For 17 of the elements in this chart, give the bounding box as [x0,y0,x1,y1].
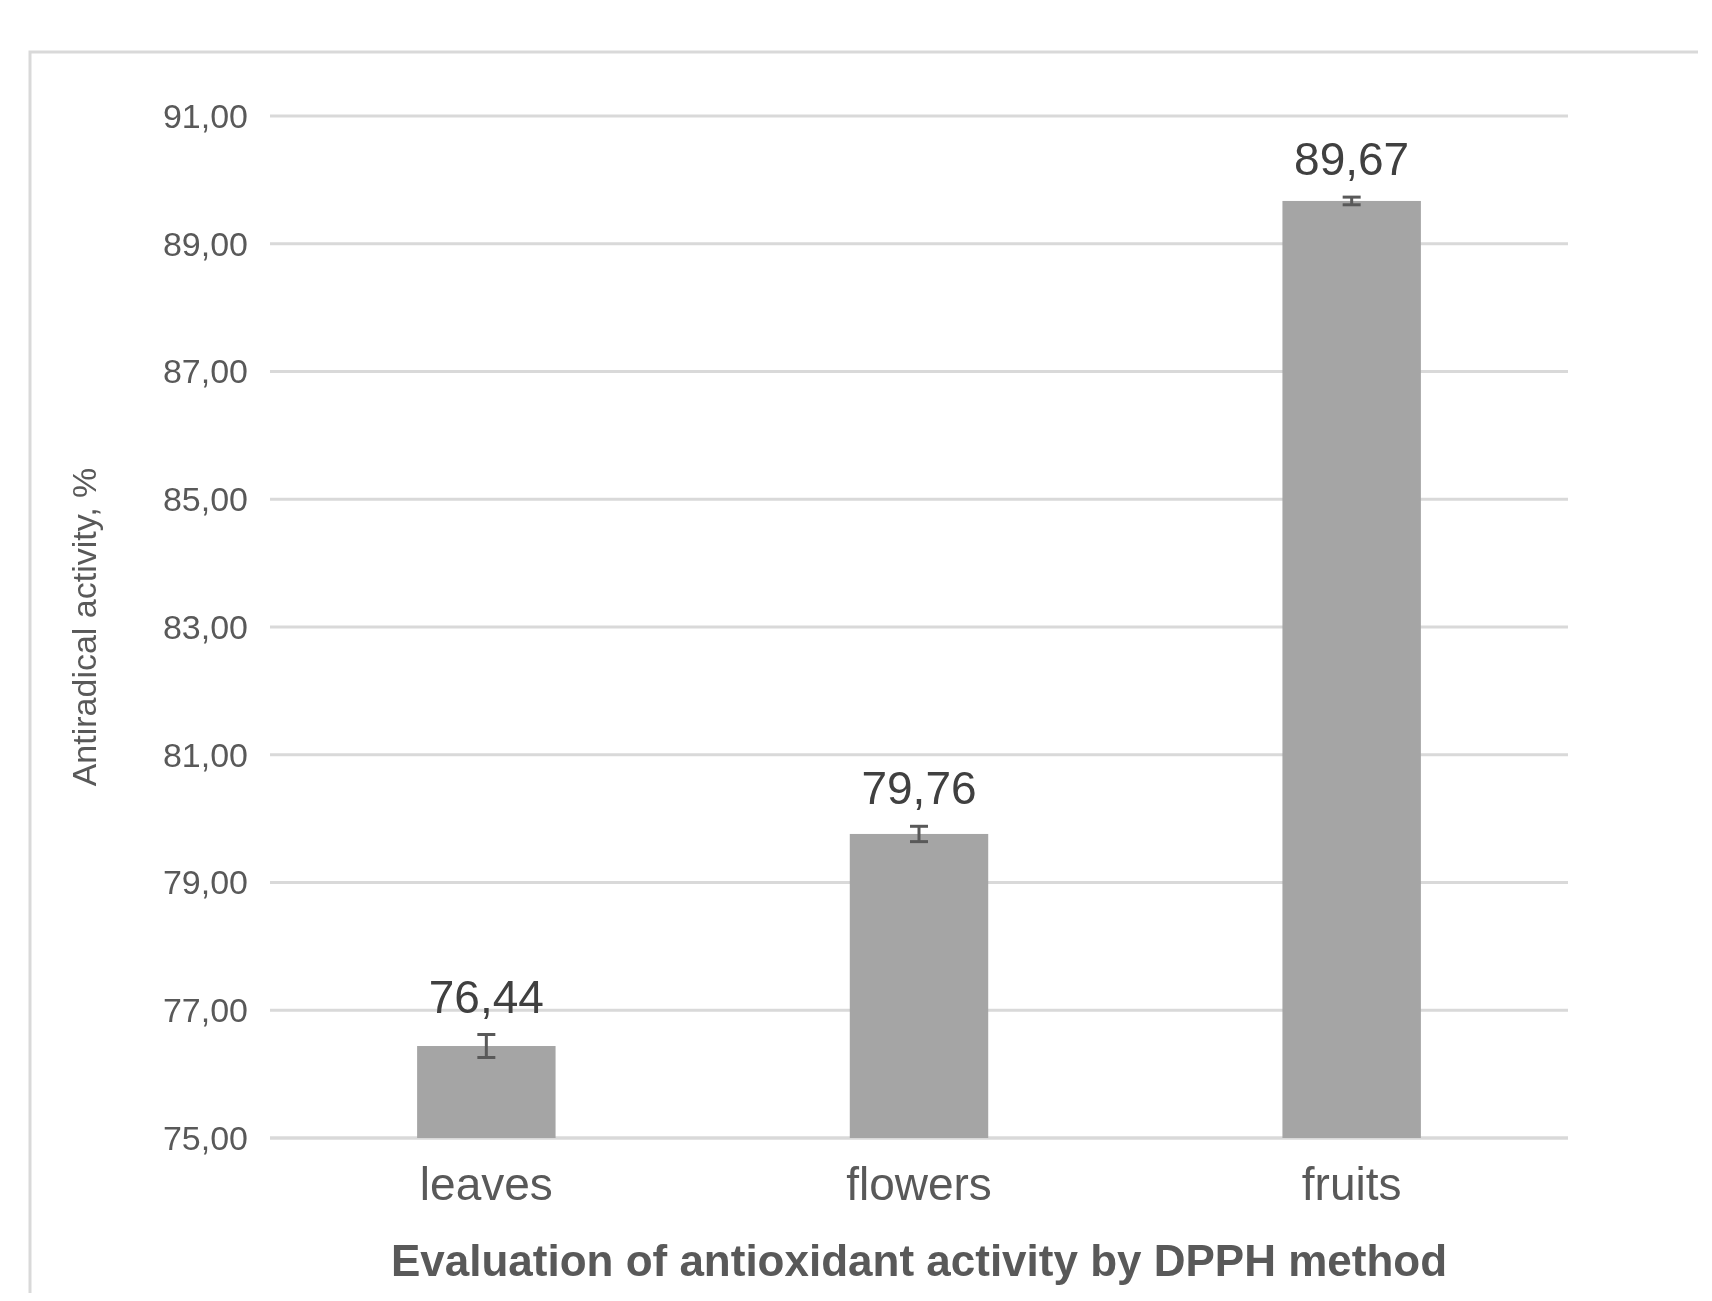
y-tick-label: 87,00 [162,352,248,391]
data-label: 89,67 [1294,133,1410,186]
y-tick-label: 79,00 [162,863,248,902]
y-tick-label: 89,00 [162,224,248,263]
y-tick-label: 85,00 [162,480,248,519]
y-axis-title: Antiradical activity, % [65,467,103,787]
y-tick-label: 77,00 [162,991,248,1030]
y-tick-label: 81,00 [162,735,248,774]
x-tick-label: leaves [419,1158,553,1210]
x-tick-label: flowers [846,1158,992,1210]
y-tick-label: 75,00 [162,1118,248,1157]
data-label: 79,76 [861,762,977,815]
x-tick-label: fruits [1301,1158,1402,1210]
x-axis-title: Evaluation of antioxidant activity by DPPH method [390,1236,1448,1285]
y-tick-label: 83,00 [162,607,248,646]
data-label: 76,44 [428,970,544,1023]
y-tick-label: 91,00 [162,96,248,135]
